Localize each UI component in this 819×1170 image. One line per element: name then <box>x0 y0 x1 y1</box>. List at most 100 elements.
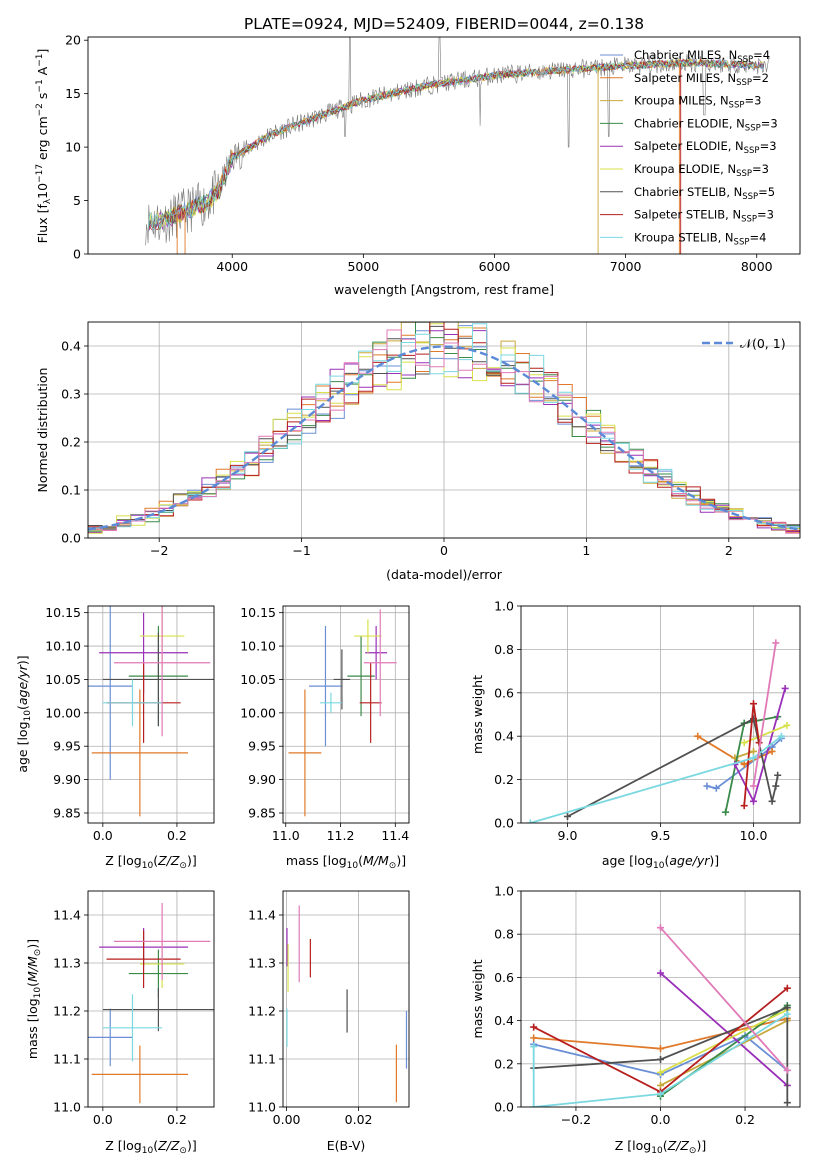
x-tick-label: 0.02 <box>345 1112 373 1127</box>
y-tick-label: 0.4 <box>494 1013 514 1028</box>
y-tick-label: 11.4 <box>53 908 81 923</box>
y-tick-label: 0.4 <box>61 339 81 354</box>
y-tick-label: 0.6 <box>494 685 514 700</box>
legend-entry: 𝒩(0, 1) <box>740 336 786 351</box>
weight-marker <box>750 700 757 708</box>
x-tick-label: −2 <box>150 543 168 558</box>
x-axis-label: E(B-V) <box>327 1138 366 1153</box>
y-tick-label: 0.0 <box>61 531 81 546</box>
model-line-kS <box>147 59 764 232</box>
weight-marker <box>750 747 757 755</box>
y-tick-label: 0.8 <box>494 642 514 657</box>
x-tick-label: 11.2 <box>327 828 355 843</box>
x-tick-label: 0.0 <box>93 828 113 843</box>
weight-marker <box>712 784 720 792</box>
y-tick-label: 9.95 <box>53 739 81 754</box>
plot-area <box>88 606 214 817</box>
y-tick-label: 10 <box>65 140 81 155</box>
panel-age-vs-mass: 11.0 11.2 11.4 9.85 9.90 9.95 10.00 10.05 10.10 1… <box>240 605 410 871</box>
weight-marker <box>774 771 782 779</box>
spectrum-legend: Chabrier MILES, NSSP=4 Salpeter MILES, NS… <box>600 48 778 247</box>
y-axis-label: mass [log10(M/M⊙)] <box>25 939 43 1059</box>
plot-area <box>530 924 791 1107</box>
y-tick-label: 11.1 <box>248 1052 276 1067</box>
weight-marker <box>783 1004 791 1012</box>
weight-marker <box>740 739 748 747</box>
weight-marker <box>530 1023 538 1031</box>
panel-mass-weight-vs-age: 9.0 9.5 10.0 0.0 0.2 0.4 0.6 0.8 1.0 mass weight a… <box>470 599 801 871</box>
legend-entry: Chabrier ELODIE, NSSP=3 <box>634 116 778 133</box>
y-tick-label: 9.85 <box>53 805 81 820</box>
panel-spectrum: 4000 5000 6000 7000 8000 0 5 10 15 20 Chabrier MIL… <box>35 33 801 297</box>
y-tick-label: 10.00 <box>45 705 81 720</box>
x-axis-label: mass [log10(M/M⊙)] <box>286 853 406 871</box>
legend-entry: Kroupa ELODIE, NSSP=3 <box>634 162 769 179</box>
weight-marker <box>750 754 757 762</box>
x-tick-label: 10.0 <box>740 828 768 843</box>
weight-marker <box>772 639 780 647</box>
y-tick-label: 11.0 <box>53 1100 81 1115</box>
y-tick-label: 0.6 <box>494 970 514 985</box>
hist-step-pink <box>88 329 800 534</box>
axes-frame <box>87 321 801 539</box>
gaussian-curve <box>88 345 800 531</box>
legend-entry: Salpeter ELODIE, NSSP=3 <box>634 139 777 156</box>
x-tick-label: 9.0 <box>558 828 578 843</box>
axes-frame <box>87 605 215 824</box>
y-tick-label: 5 <box>73 193 81 208</box>
weight-line-kS <box>532 1013 788 1107</box>
x-tick-label: 0 <box>440 543 448 558</box>
weight-marker <box>526 819 534 823</box>
weight-line-cS <box>567 717 779 818</box>
y-tick-label: 9.90 <box>53 772 81 787</box>
weight-line-sE <box>659 972 788 1087</box>
y-tick-label: 11.3 <box>248 956 276 971</box>
y-axis-label: age [log10(age/yr)] <box>15 655 33 772</box>
x-axis-label: age [log10(age/yr)] <box>602 853 719 871</box>
plot-area <box>88 903 214 1104</box>
y-axis-label: Normed distribution <box>35 368 50 493</box>
weight-marker <box>703 782 711 790</box>
x-tick-label: 7000 <box>610 259 642 274</box>
y-tick-label: 0.2 <box>61 435 81 450</box>
weight-marker <box>722 808 730 816</box>
y-tick-label: 9.90 <box>248 772 276 787</box>
weight-marker <box>768 747 776 755</box>
y-tick-label: 11.2 <box>248 1004 276 1019</box>
weight-marker <box>657 969 664 977</box>
x-axis-label: Z [log10(Z/Z⊙)] <box>105 1138 196 1156</box>
y-tick-label: 10.00 <box>240 705 276 720</box>
axes-frame <box>87 36 801 255</box>
y-tick-label: 0.1 <box>61 483 81 498</box>
legend-entry: Chabrier STELIB, NSSP=5 <box>634 185 775 202</box>
y-tick-label: 9.95 <box>248 739 276 754</box>
y-tick-label: 0.8 <box>494 927 514 942</box>
x-tick-label: 11.0 <box>272 828 300 843</box>
weight-marker <box>530 1103 538 1107</box>
x-tick-label: 4000 <box>216 259 248 274</box>
weight-marker <box>740 802 748 810</box>
y-tick-label: 10.10 <box>45 639 81 654</box>
plot-area <box>526 639 791 823</box>
weight-marker <box>657 1045 664 1053</box>
y-tick-label: 10.10 <box>240 639 276 654</box>
weight-marker <box>657 1081 664 1089</box>
x-axis-label: Z [log10(Z/Z⊙)] <box>615 1138 706 1156</box>
weight-marker <box>781 684 789 692</box>
weight-marker <box>530 1034 538 1042</box>
weight-marker <box>783 984 791 992</box>
weight-marker <box>530 1043 538 1051</box>
panel-residuals: −2 −1 0 1 2 0.0 0.1 0.2 0.3 0.4 𝒩(0, 1) (data-model… <box>35 321 801 582</box>
weight-marker <box>777 732 785 740</box>
weight-marker <box>772 782 780 790</box>
axes-frame <box>520 605 801 824</box>
y-tick-label: 10.05 <box>240 672 276 687</box>
y-tick-label: 0.4 <box>494 729 514 744</box>
weight-line-pink <box>752 642 777 787</box>
legend-entry: Chabrier MILES, NSSP=4 <box>634 48 770 65</box>
panel-mass-vs-EBV: 0.00 0.02 11.0 11.1 11.2 11.3 11.4 E(B-V) <box>248 890 410 1153</box>
axes-frame <box>282 890 410 1108</box>
x-tick-label: 5000 <box>347 259 379 274</box>
panel-mass-weight-vs-Z: −0.2 0.0 0.2 0.0 0.2 0.4 0.6 0.8 1.0 mass weight Z… <box>470 884 801 1156</box>
